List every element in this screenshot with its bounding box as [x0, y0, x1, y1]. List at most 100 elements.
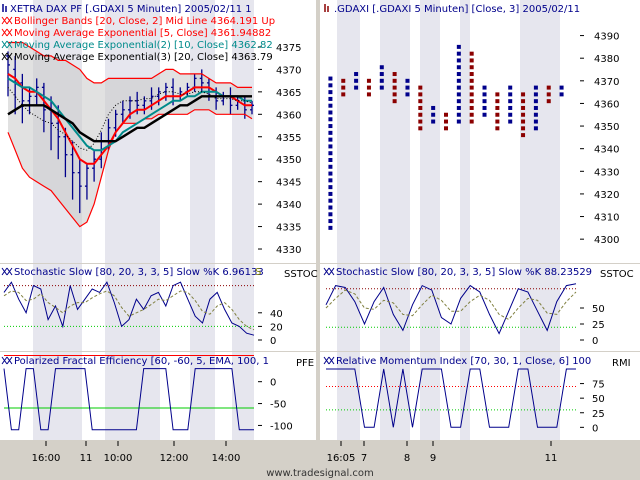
crossed-icon — [1, 356, 13, 365]
osc-tick-label: -100 — [270, 421, 293, 432]
session-band — [232, 264, 254, 351]
time-tick-label: 8 — [404, 453, 410, 464]
right-rmi-axis: 75 50 25 0 — [580, 352, 640, 440]
pfe-line — [3, 368, 254, 431]
session-band — [380, 0, 410, 263]
left-sstoc-axis: 40 20 0 — [258, 264, 316, 351]
session-band — [460, 0, 470, 263]
legend-text: .GDAXI [.GDAXI 5 Minuten] [Close, 3] 200… — [334, 4, 580, 15]
session-band — [190, 352, 215, 440]
legend-entry: Bollinger Bands [20, Close, 2] Mid Line … — [1, 16, 275, 27]
pf-x-column — [379, 65, 384, 90]
legend-entry: Polarized Fractal Efficiency [60, -60, 5… — [1, 356, 314, 369]
crossed-icon — [1, 40, 13, 49]
session-band — [337, 264, 360, 351]
price-tick-label: 4370 — [594, 77, 619, 88]
right-sstoc-panel[interactable] — [320, 264, 580, 351]
session-band — [420, 352, 440, 440]
legend-entry: Moving Average Exponential(3) [20, Close… — [1, 52, 273, 63]
session-band — [520, 264, 560, 351]
right-price-panel[interactable] — [320, 0, 580, 263]
legend-text: Stochastic Slow [80, 20, 3, 3, 5] Slow %… — [336, 267, 592, 278]
time-tick-label: 11 — [80, 453, 93, 464]
crossed-icon — [323, 267, 335, 276]
osc-tick-label: 50 — [592, 304, 605, 315]
session-band — [420, 264, 440, 351]
price-tick-label: 4300 — [594, 235, 619, 246]
pf-o-column — [366, 78, 371, 97]
left-pfe-panel[interactable] — [0, 352, 258, 440]
right-time-axis: 16:05 7 8 9 11 — [320, 441, 640, 466]
right-rmi-panel[interactable] — [320, 352, 580, 440]
session-band — [105, 264, 160, 351]
bar-chart-icon — [2, 4, 7, 12]
osc-tick-label: 0 — [592, 423, 598, 434]
osc-tick-label: 25 — [592, 409, 605, 420]
bollinger-mid-line — [7, 87, 253, 151]
osc-tick-label: 50 — [592, 394, 605, 405]
crossed-icon — [1, 16, 13, 25]
slow-k-line — [325, 283, 577, 335]
price-tick-label: 4330 — [276, 245, 301, 256]
pf-o-column — [495, 92, 500, 131]
legend-entry: Stochastic Slow [80, 20, 3, 3, 5] Slow %… — [1, 267, 318, 280]
osc-tick-label: 0 — [270, 378, 276, 389]
osc-tick-label: 0 — [592, 336, 598, 347]
ohlc-bar — [70, 141, 75, 200]
slow-d-line — [325, 289, 577, 321]
session-band — [460, 352, 470, 440]
price-tick-label: 4350 — [594, 122, 619, 133]
pf-x-column — [508, 85, 513, 124]
ohlc-bar — [250, 100, 254, 115]
session-band — [190, 264, 215, 351]
watermark: www.tradesignal.com — [266, 468, 374, 479]
rmi-line — [326, 368, 576, 428]
ema10-line — [7, 77, 252, 152]
legend-text: Moving Average Exponential [5, Close] 43… — [14, 28, 271, 39]
session-band — [520, 352, 560, 440]
ohlc-bar — [77, 159, 82, 214]
legend-text: Stochastic Slow [80, 20, 3, 3, 5] Slow %… — [14, 267, 264, 278]
legend-text: XETRA DAX PF [.GDAXI 5 Minuten] 2005/02/… — [10, 4, 252, 15]
price-tick-label: 4370 — [276, 65, 301, 76]
price-tick-label: 4365 — [276, 88, 301, 99]
time-tick-label: 14:00 — [212, 453, 241, 464]
pf-o-column — [392, 72, 397, 104]
time-tick-label: 10:00 — [104, 453, 133, 464]
session-band — [232, 0, 254, 263]
bollinger-lower-line — [7, 109, 253, 228]
legend-entry: Relative Momentum Index [70, 30, 1, Clos… — [323, 356, 631, 369]
time-tick-label: 16:00 — [32, 453, 61, 464]
price-tick-label: 4360 — [594, 99, 619, 110]
price-tick-label: 4340 — [276, 200, 301, 211]
legend-text: Bollinger Bands [20, Close, 2] Mid Line … — [14, 16, 275, 27]
pf-x-column — [559, 85, 564, 97]
price-tick-label: 4340 — [594, 145, 619, 156]
pf-o-column — [418, 85, 423, 131]
ohlc-bar — [120, 100, 125, 124]
left-pfe-axis: 0 -50 -100 — [258, 352, 316, 440]
left-price-panel[interactable] — [0, 0, 258, 263]
panel-name: RMI — [612, 358, 631, 369]
pf-x-column — [482, 85, 487, 117]
price-tick-label: 4360 — [276, 110, 301, 121]
left-time-axis: 16:00 11 10:00 12:00 14:00 — [0, 441, 316, 466]
ohlc-bar — [156, 87, 161, 106]
session-band — [190, 0, 215, 263]
right-price-axis: 4390 4380 4370 4360 4350 4340 4330 4320 4310 4300 — [580, 0, 640, 263]
panel-name: SSTOC — [600, 269, 634, 280]
session-band — [105, 352, 160, 440]
ohlc-bar — [63, 127, 68, 178]
session-band — [520, 0, 560, 263]
price-tick-label: 4380 — [594, 54, 619, 65]
pf-x-column — [456, 44, 461, 124]
price-tick-label: 4375 — [276, 43, 301, 54]
pf-x-column — [354, 72, 359, 90]
session-band — [33, 352, 82, 440]
osc-tick-label: 75 — [592, 380, 605, 391]
slow-d-line — [3, 290, 255, 331]
left-sstoc-panel[interactable] — [0, 264, 258, 351]
session-band — [380, 264, 410, 351]
legend-tail: S — [255, 267, 261, 278]
crossed-icon — [1, 28, 13, 37]
